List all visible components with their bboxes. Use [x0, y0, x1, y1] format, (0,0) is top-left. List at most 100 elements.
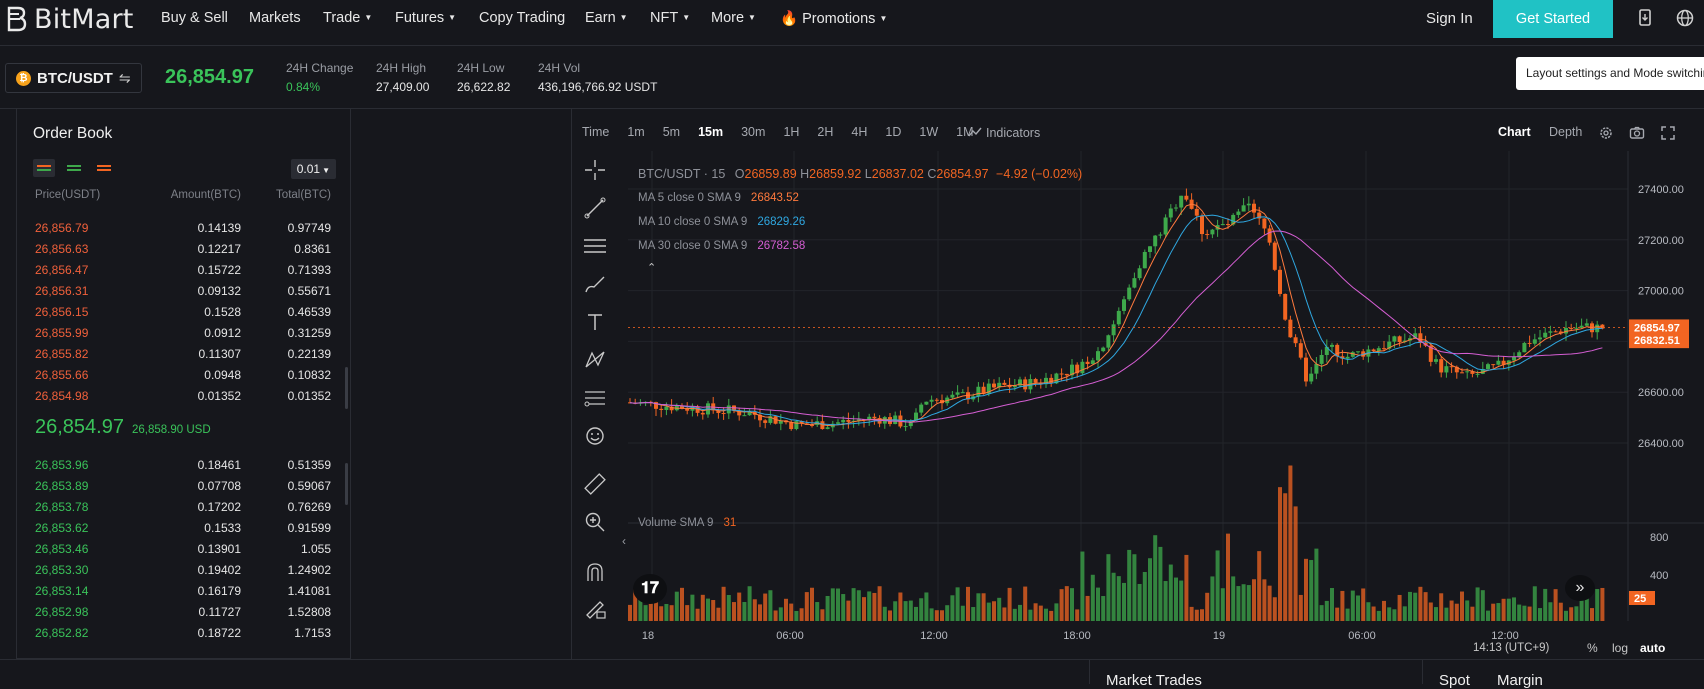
tab-margin[interactable]: Margin: [1497, 672, 1543, 689]
tradingview-logo[interactable]: 𝟏𝟕: [633, 574, 667, 604]
volume-bar: [1444, 607, 1449, 621]
candle-body: [716, 410, 721, 414]
volume-bar: [1376, 610, 1381, 621]
magnet-icon[interactable]: [580, 557, 610, 587]
volume-bar: [1465, 600, 1470, 621]
candle-body: [1070, 364, 1074, 376]
collapse-toolbar-icon[interactable]: ‹: [622, 534, 626, 548]
text-tool-icon[interactable]: [580, 307, 610, 337]
tab-chart[interactable]: Chart: [1498, 125, 1531, 139]
interval-4h[interactable]: 4H: [851, 125, 868, 139]
fib-tool-icon[interactable]: [580, 383, 610, 413]
candle-body: [1054, 373, 1059, 384]
ma-value: 26829.26: [757, 216, 806, 228]
legend-collapse-icon[interactable]: ⌃: [647, 262, 657, 274]
row-price: 26,856.63: [35, 241, 89, 256]
candle-body: [1465, 371, 1470, 373]
candle-body: [1293, 337, 1298, 344]
volume-bar: [1600, 587, 1605, 621]
interval-5m[interactable]: 5m: [662, 125, 681, 139]
ma-label: MA 10 close 0 SMA 9: [638, 216, 748, 228]
percent-scale-toggle[interactable]: %: [1587, 641, 1598, 655]
bid-row[interactable]: 26,853.89 0.07708 0.59067: [35, 475, 331, 496]
tab-depth[interactable]: Depth: [1549, 125, 1583, 139]
bid-row[interactable]: 26,853.30 0.19402 1.24902: [35, 559, 331, 580]
nav-item-earn[interactable]: Earn ▼: [585, 10, 628, 26]
bottom-left-panel: [0, 659, 1089, 684]
price-chart[interactable]: 27400.0027200.0027000.0026800.0026600.00…: [628, 151, 1704, 642]
volume-bar: [1382, 600, 1386, 621]
nav-item-more[interactable]: More ▼: [711, 10, 756, 26]
tab-spot[interactable]: Spot: [1439, 672, 1470, 689]
trend-line-icon[interactable]: [580, 193, 610, 223]
crosshair-icon[interactable]: [580, 155, 610, 185]
lock-drawing-icon[interactable]: [580, 593, 610, 623]
candle-body: [1267, 228, 1272, 243]
bid-row[interactable]: 26,853.96 0.18461 0.51359: [35, 454, 331, 475]
interval-15m[interactable]: 15m: [698, 125, 724, 139]
ask-row[interactable]: 26,856.31 0.09132 0.55671: [35, 280, 331, 301]
bid-row[interactable]: 26,853.78 0.17202 0.76269: [35, 496, 331, 517]
get-started-button[interactable]: Get Started: [1493, 0, 1613, 38]
emoji-icon[interactable]: [580, 421, 610, 451]
nav-item-trade[interactable]: Trade ▼: [323, 10, 372, 26]
log-scale-toggle[interactable]: log: [1612, 641, 1629, 655]
nav-item-copy-trading[interactable]: Copy Trading: [479, 10, 565, 26]
nav-item-futures[interactable]: Futures ▼: [395, 10, 456, 26]
settings-gear-icon[interactable]: [1598, 125, 1614, 141]
interval-2h[interactable]: 2H: [817, 125, 834, 139]
camera-icon[interactable]: [1629, 125, 1645, 141]
nav-item-buy-sell[interactable]: Buy & Sell: [161, 10, 228, 26]
ruler-icon[interactable]: [580, 469, 610, 499]
bid-row[interactable]: 26,852.82 0.18722 1.7153: [35, 622, 331, 643]
bid-row[interactable]: 26,853.14 0.16179 1.41081: [35, 580, 331, 601]
time-axis-label: 18: [642, 630, 654, 642]
ask-row[interactable]: 26,856.15 0.1528 0.46539: [35, 301, 331, 322]
ask-row[interactable]: 26,856.63 0.12217 0.8361: [35, 238, 331, 259]
interval-1d[interactable]: 1D: [885, 125, 902, 139]
ask-row[interactable]: 26,855.66 0.0948 0.10832: [35, 364, 331, 385]
fullscreen-icon[interactable]: [1660, 125, 1676, 141]
nav-item-markets[interactable]: Markets: [249, 10, 301, 26]
ask-row[interactable]: 26,855.99 0.0912 0.31259: [35, 322, 331, 343]
pair-selector[interactable]: ₿ BTC/USDT ⇋: [5, 63, 142, 93]
nav-item-label: NFT: [650, 10, 679, 26]
nav-item-nft[interactable]: NFT ▼: [650, 10, 690, 26]
layout-settings-tooltip: Layout settings and Mode switching: [1516, 57, 1704, 90]
scroll-to-realtime-button[interactable]: »: [1565, 575, 1595, 601]
time-axis-label: 06:00: [1348, 630, 1376, 642]
bids-scrollbar[interactable]: [345, 463, 348, 505]
sign-in-link[interactable]: Sign In: [1426, 10, 1473, 27]
auto-scale-toggle[interactable]: auto: [1640, 641, 1666, 655]
ask-row[interactable]: 26,855.82 0.11307 0.22139: [35, 343, 331, 364]
stat-value: 436,196,766.92 USDT: [538, 80, 658, 94]
ask-row[interactable]: 26,856.47 0.15722 0.71393: [35, 259, 331, 280]
download-icon[interactable]: [1636, 8, 1656, 28]
mode-both-icon[interactable]: [33, 159, 55, 177]
bitmart-logo[interactable]: BitMart: [6, 4, 134, 35]
brush-icon[interactable]: [580, 269, 610, 299]
precision-select[interactable]: 0.01 ▼: [290, 159, 336, 179]
interval-30m[interactable]: 30m: [741, 125, 766, 139]
ask-row[interactable]: 26,854.98 0.01352 0.01352: [35, 385, 331, 406]
interval-1h[interactable]: 1H: [783, 125, 800, 139]
bid-row[interactable]: 26,852.98 0.11727 1.52808: [35, 601, 331, 622]
interval-1m[interactable]: 1m: [627, 125, 645, 139]
horizontal-lines-icon[interactable]: [580, 231, 610, 261]
interval-time[interactable]: Time: [582, 125, 610, 139]
mode-asks-icon[interactable]: [93, 159, 115, 177]
nav-item-promotions[interactable]: 🔥 Promotions ▼: [780, 10, 887, 27]
volume-label: Volume SMA 9: [638, 517, 714, 529]
ask-row[interactable]: 26,856.79 0.14139 0.97749: [35, 217, 331, 238]
interval-1w[interactable]: 1W: [919, 125, 939, 139]
asks-scrollbar[interactable]: [345, 367, 348, 409]
bid-row[interactable]: 26,853.46 0.13901 1.055: [35, 538, 331, 559]
indicators-button[interactable]: Indicators: [968, 126, 1040, 140]
zoom-in-icon[interactable]: [580, 507, 610, 537]
pattern-icon[interactable]: [580, 345, 610, 375]
bid-row[interactable]: 26,853.62 0.1533 0.91599: [35, 517, 331, 538]
time-axis-label: 06:00: [776, 630, 804, 642]
globe-icon[interactable]: [1675, 8, 1695, 28]
volume-bar: [1220, 588, 1225, 621]
mode-bids-icon[interactable]: [63, 159, 85, 177]
